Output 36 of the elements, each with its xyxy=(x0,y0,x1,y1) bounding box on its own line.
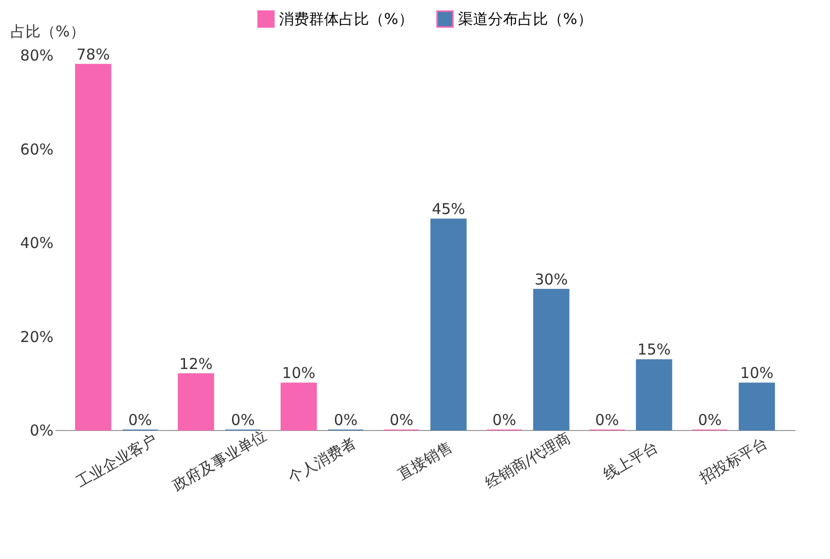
data-label: 30% xyxy=(534,270,568,288)
bar xyxy=(533,288,570,430)
y-tick-label: 20% xyxy=(20,328,54,346)
legend-label: 渠道分布占比（%） xyxy=(458,10,592,28)
data-label: 45% xyxy=(432,200,466,218)
bar xyxy=(75,64,112,430)
x-tick-label: 工业企业客户 xyxy=(73,430,160,491)
data-label: 0% xyxy=(390,411,414,429)
x-tick-label: 直接销售 xyxy=(394,438,456,484)
data-label: 0% xyxy=(231,411,255,429)
y-tick-label: 40% xyxy=(20,234,54,252)
data-label: 0% xyxy=(128,411,152,429)
bar xyxy=(430,218,467,430)
data-label: 78% xyxy=(76,45,110,64)
x-tick-label: 线上平台 xyxy=(600,438,662,484)
legend-label: 消费群体占比（%） xyxy=(279,10,414,28)
y-tick-label: 0% xyxy=(30,422,54,440)
data-label: 0% xyxy=(492,411,516,429)
y-tick-label: 80% xyxy=(20,46,54,64)
x-tick-label: 个人消费者 xyxy=(285,434,360,488)
x-tick-label: 经销商/代理商 xyxy=(482,428,574,492)
y-axis-title: 占比（%） xyxy=(10,22,85,40)
data-label: 10% xyxy=(282,364,316,382)
bar xyxy=(280,382,317,430)
data-label: 0% xyxy=(334,411,358,429)
bar xyxy=(738,382,775,430)
bar xyxy=(636,359,672,430)
data-label: 12% xyxy=(179,354,213,373)
bar xyxy=(178,373,214,430)
data-label: 15% xyxy=(637,340,671,359)
y-tick-label: 60% xyxy=(20,140,54,158)
data-label: 0% xyxy=(698,411,722,429)
x-tick-label: 招投标平台 xyxy=(695,434,770,488)
data-label: 10% xyxy=(740,364,774,382)
data-label: 0% xyxy=(595,411,619,429)
x-tick-label: 政府及事业单位 xyxy=(169,426,270,495)
